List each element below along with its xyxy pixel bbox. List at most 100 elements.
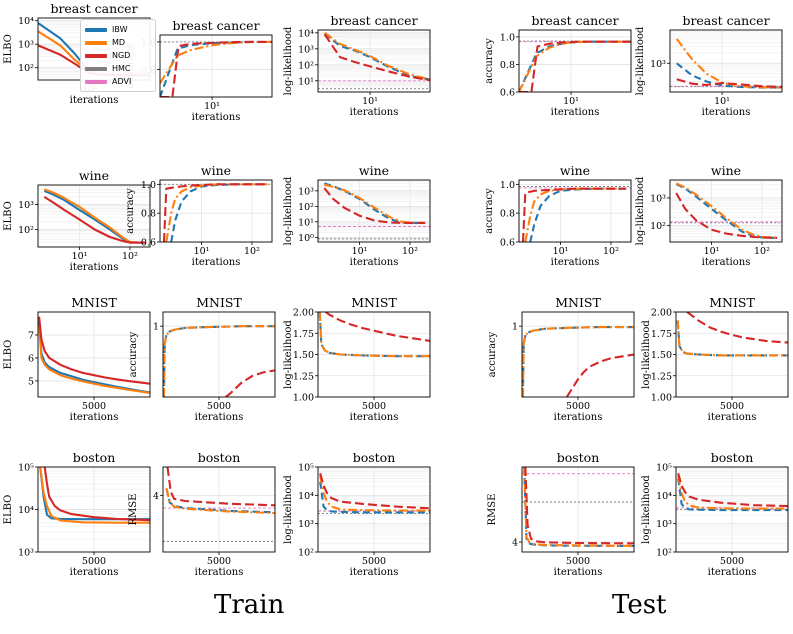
y-axis-label: RMSE <box>487 494 498 526</box>
x-axis-label: iterations <box>554 567 603 578</box>
gridlines <box>163 312 275 397</box>
series-group <box>160 40 272 97</box>
y-axis-label: accuracy <box>128 331 139 377</box>
x-axis-label: iterations <box>70 567 119 578</box>
y-tick-label: 5 <box>28 376 34 387</box>
series-group <box>319 473 430 514</box>
subplot-title: boston <box>353 450 396 465</box>
y-tick-label: 10⁵ <box>18 463 34 474</box>
series-line-ngd <box>323 187 426 224</box>
y-axis-label: accuracy <box>487 331 498 377</box>
y-axis-label: ELBO <box>3 340 14 370</box>
y-axis-label: ELBO <box>3 201 14 231</box>
series-group <box>38 316 150 394</box>
subplot-train-mnist-elbo: 5000 5 6 7 MNIST iterations ELBO <box>3 295 151 423</box>
subplot-title: wine <box>79 168 109 183</box>
y-axis-label: log-likelihood <box>635 176 646 245</box>
series-line-ibw <box>677 478 788 512</box>
legend: IBW MD NGD HMC ADVI <box>80 19 156 92</box>
series-line-ibw <box>676 320 788 357</box>
series-line-ngd <box>225 369 275 397</box>
x-axis-label: iterations <box>350 107 399 118</box>
y-tick-label: 10² <box>18 225 34 236</box>
subplot-train-wine-elbo: 10¹ 10² 10² 10³ wine iterations ELBO <box>3 168 151 273</box>
y-tick-label: 10³ <box>656 519 672 530</box>
series-line-md <box>318 312 430 358</box>
subplot-title: boston <box>557 450 600 465</box>
subplot-test-mnist-accuracy: 5000 1 MNIST iterations accuracy <box>487 295 635 423</box>
y-tick-label: 1.75 <box>293 329 314 340</box>
series-line-md <box>522 326 634 397</box>
x-axis-label: iterations <box>708 412 757 423</box>
series-line-ngd <box>524 467 634 545</box>
y-axis-label: RMSE <box>128 494 139 526</box>
x-axis-label: iterations <box>195 567 244 578</box>
subplot-title: wine <box>201 163 231 178</box>
subplot-test-wine-loglik: 10¹ 10² 10² 10³ wine iterations log-likelihood <box>635 163 783 268</box>
y-tick-label: 1.00 <box>293 393 314 404</box>
subplot-title: MNIST <box>351 295 397 310</box>
y-tick-label: 0.6 <box>500 238 515 249</box>
series-group <box>675 38 782 89</box>
y-tick-label: 2.00 <box>651 308 672 319</box>
subplot-title: boston <box>73 450 116 465</box>
gridlines <box>670 180 782 242</box>
gridlines <box>160 180 272 243</box>
series-line-ngd <box>166 467 275 507</box>
series-group <box>323 31 430 82</box>
x-tick-label: 10¹ <box>204 101 220 112</box>
gridlines <box>318 30 430 92</box>
gridlines <box>163 467 275 552</box>
legend-item: NGD <box>85 49 151 62</box>
y-axis-label: log-likelihood <box>283 176 294 245</box>
y-tick-label: 10³ <box>18 40 34 51</box>
x-axis-label: iterations <box>350 412 399 423</box>
series-line-md <box>163 325 275 397</box>
subplot-title: breast cancer <box>531 13 618 28</box>
subplot-test-wine-accuracy: 10¹ 10² 0.6 0.8 1.0 wine iterations accuracy <box>484 163 632 268</box>
y-axis-label: log-likelihood <box>283 26 294 95</box>
legend-swatch <box>85 40 107 45</box>
subplot-test-boston-loglik: 5000 10² 10³ 10⁴ 10⁵ boston iterations log-like… <box>641 450 789 578</box>
x-axis-label: iterations <box>708 567 757 578</box>
series-line-ngd <box>43 196 146 244</box>
legend-label: MD <box>112 38 126 47</box>
x-axis-label: iterations <box>551 107 600 118</box>
series-group <box>675 182 778 240</box>
series-group <box>522 326 634 397</box>
y-tick-label: 10¹ <box>298 217 314 228</box>
subplot-train-boston-rmse: 5000 4 boston iterations RMSE <box>128 450 276 578</box>
x-tick-label: 10² <box>244 246 260 257</box>
gridlines <box>38 467 150 552</box>
y-tick-label: 10² <box>18 63 34 74</box>
y-axis-label: accuracy <box>484 188 495 234</box>
series-line-ngd <box>675 192 778 240</box>
y-tick-label: 10² <box>298 60 314 71</box>
axes-frame <box>518 179 632 243</box>
y-tick-label: 6 <box>28 353 34 364</box>
y-tick-label: 10² <box>298 202 314 213</box>
y-tick-label: 10¹ <box>298 76 314 87</box>
series-line-ngd <box>43 467 150 522</box>
legend-swatch <box>85 66 107 71</box>
y-tick-label: 7 <box>28 330 34 341</box>
legend-item: ADVI <box>85 75 151 88</box>
subplot-title: wine <box>560 163 590 178</box>
series-line-ibw <box>318 312 430 358</box>
series-group <box>318 312 430 358</box>
legend-swatch <box>85 53 107 58</box>
x-tick-label: 10¹ <box>714 96 730 107</box>
series-group <box>676 312 788 357</box>
series-group <box>323 182 426 224</box>
y-tick-label: 10³ <box>650 59 666 70</box>
y-tick-label: 0.8 <box>500 60 515 71</box>
y-axis-label: ELBO <box>3 34 14 64</box>
series-group <box>162 183 268 242</box>
x-tick-label: 5000 <box>207 401 231 412</box>
series-group <box>163 325 275 397</box>
x-tick-label: 10² <box>603 246 619 257</box>
legend-swatch <box>85 79 107 84</box>
gridlines <box>318 180 430 242</box>
series-group <box>523 467 634 548</box>
x-tick-label: 10¹ <box>194 246 210 257</box>
